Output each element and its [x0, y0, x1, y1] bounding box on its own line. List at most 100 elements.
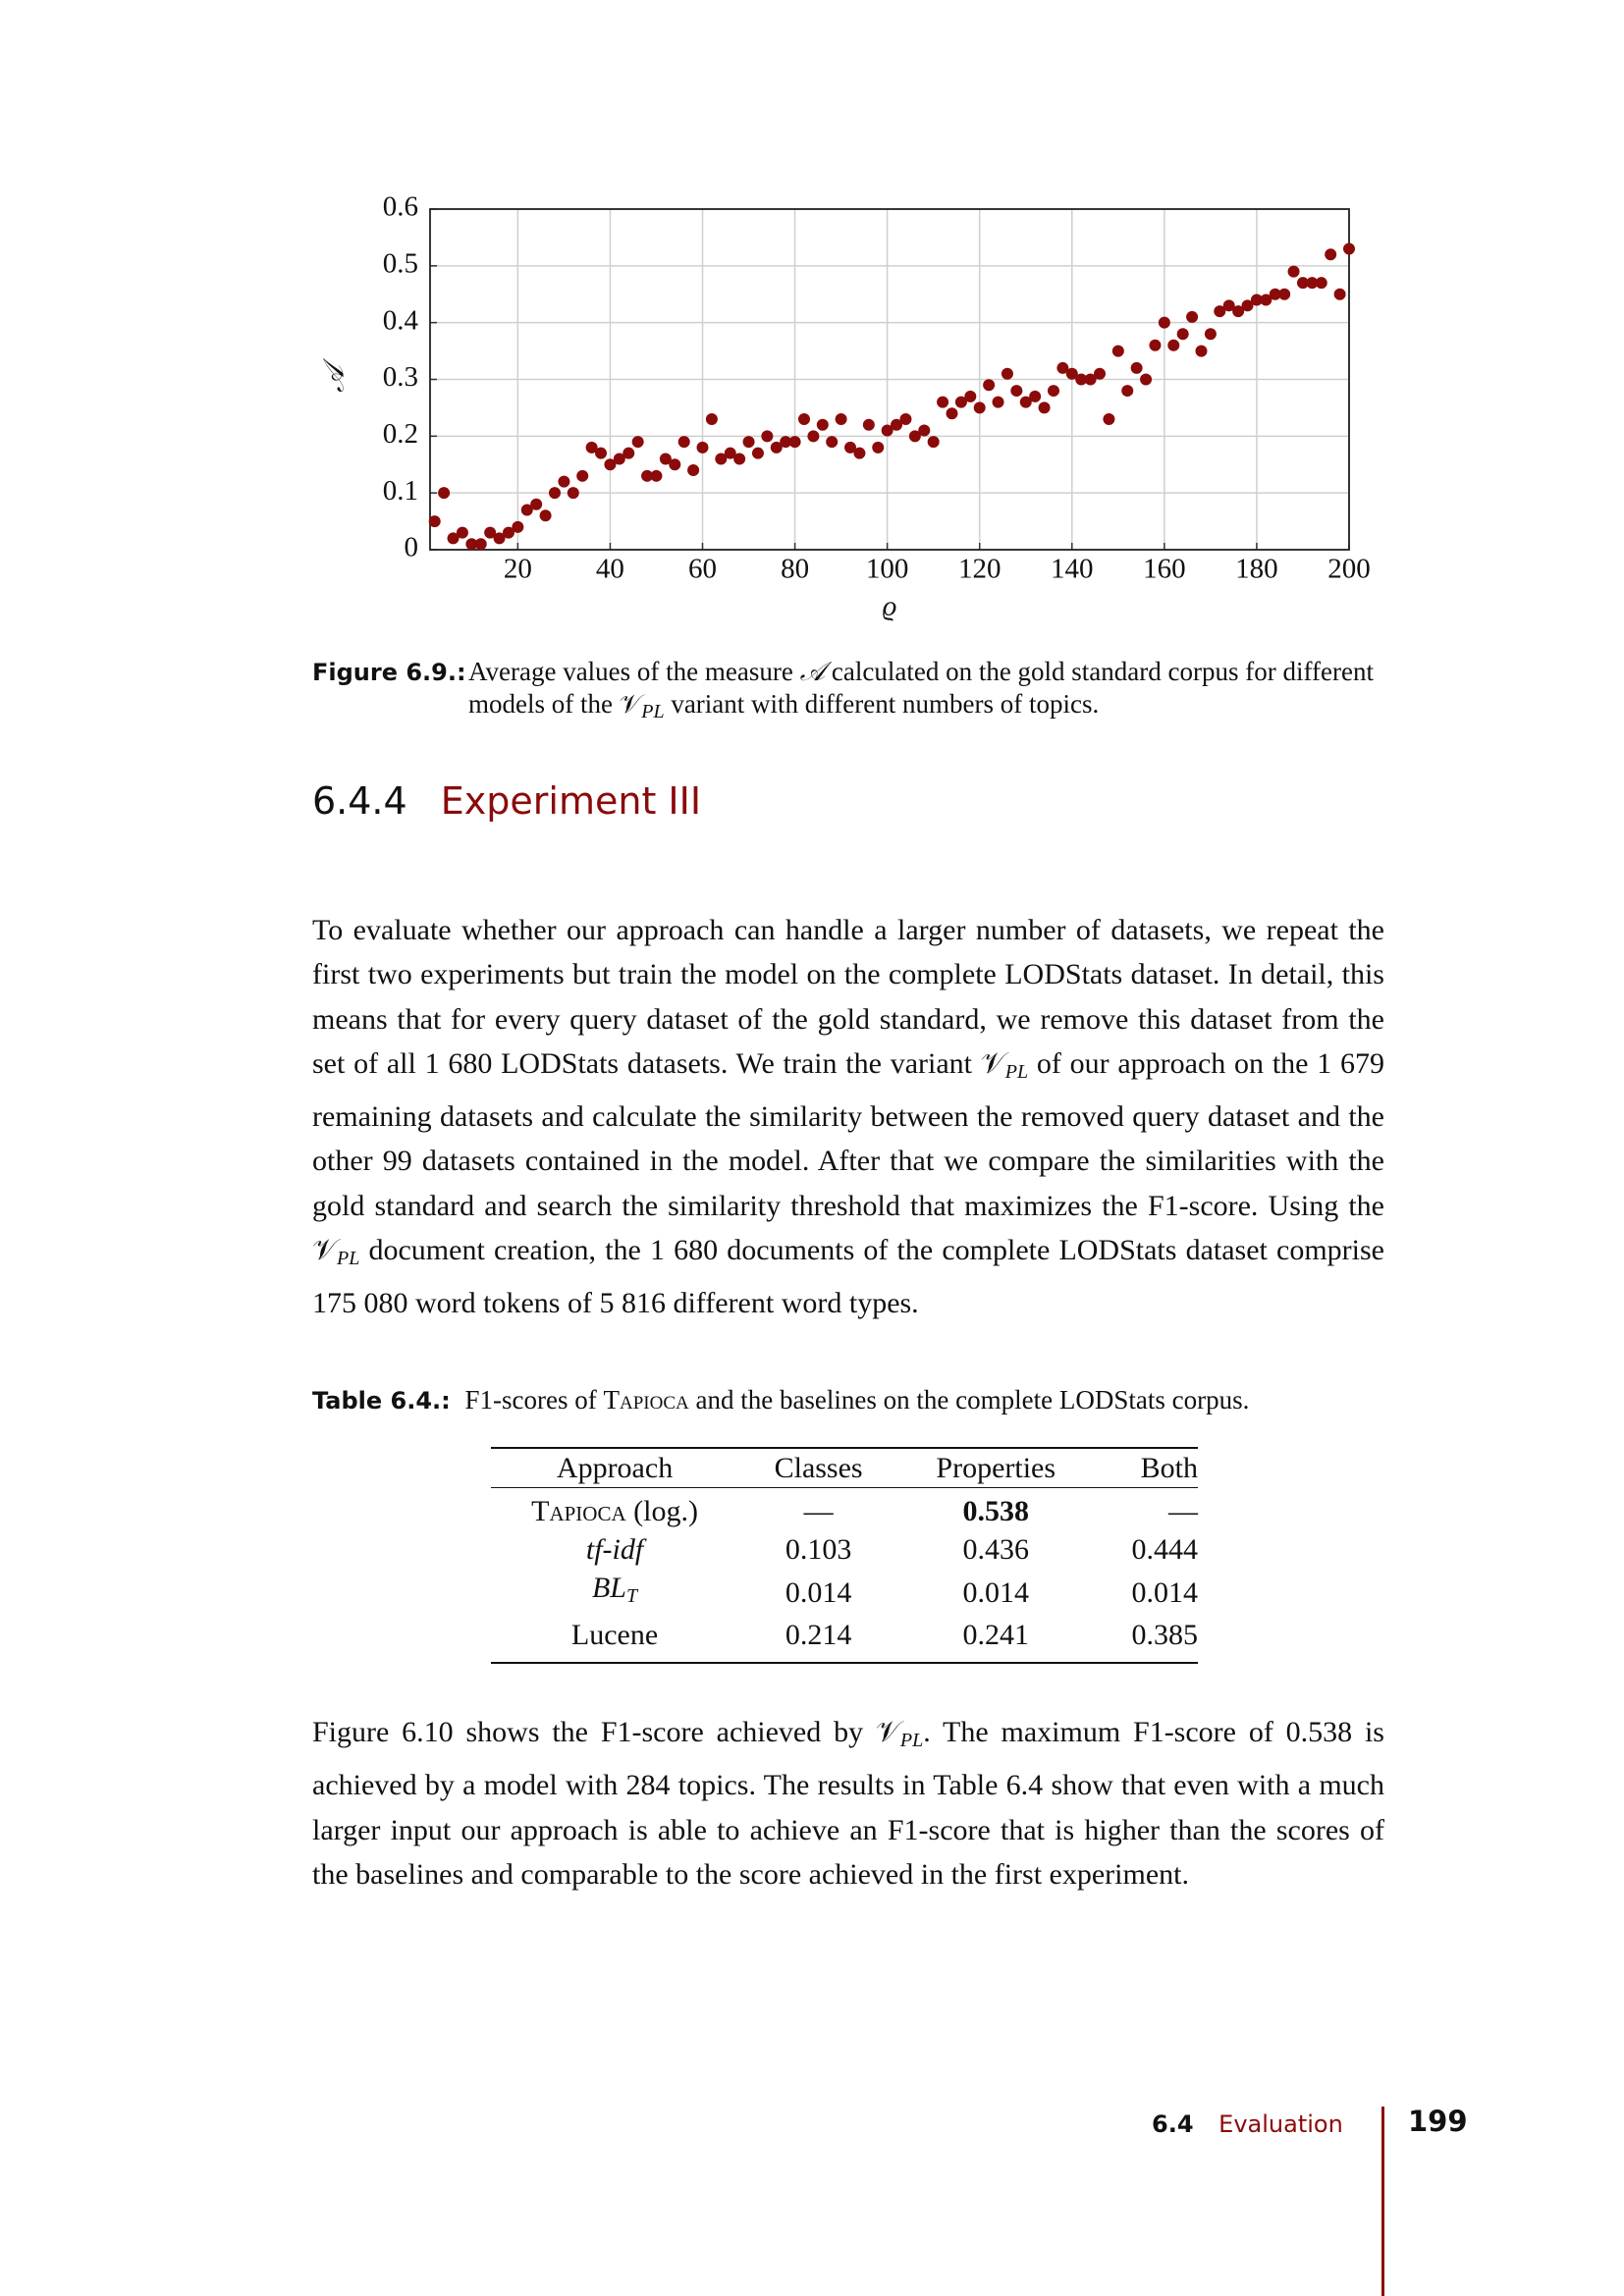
data-point	[604, 458, 617, 471]
math: 𝒜	[799, 657, 826, 686]
data-point	[908, 430, 921, 443]
x-tick-label: 20	[504, 554, 532, 585]
data-point	[1333, 288, 1346, 300]
data-point	[1149, 339, 1162, 351]
x-tick-label: 200	[1327, 554, 1371, 585]
data-point	[1158, 316, 1170, 329]
data-point	[1176, 328, 1189, 341]
data-point	[474, 538, 487, 551]
x-tick-label: 80	[781, 554, 809, 585]
y-tick-label: 0.6	[383, 191, 418, 223]
header-cell: Both	[1140, 1452, 1198, 1484]
data-point	[1038, 401, 1051, 414]
data-point	[530, 498, 543, 510]
x-tick-label: 140	[1051, 554, 1094, 585]
data-point	[1278, 288, 1291, 300]
data-point	[733, 453, 746, 465]
math-sub: PL	[641, 701, 665, 722]
y-axis-label: 𝒜	[319, 357, 351, 393]
data-point	[761, 430, 774, 443]
data-point	[844, 441, 857, 454]
data-point	[1195, 345, 1208, 357]
data-point	[899, 412, 912, 425]
x-tick-label: 60	[688, 554, 717, 585]
text: document creation, the 1 680 documents o…	[312, 1234, 1384, 1320]
data-point	[751, 447, 764, 459]
data-point	[973, 401, 986, 414]
data-point	[687, 464, 700, 477]
data-point	[1019, 396, 1032, 408]
cell: 0.538	[962, 1495, 1029, 1527]
x-tick-label: 160	[1143, 554, 1186, 585]
math-sub: PL	[1004, 1060, 1029, 1083]
cell-sub: T	[626, 1585, 638, 1607]
caption-text: variant with different numbers of topics…	[664, 689, 1100, 719]
section-title: Experiment III	[440, 779, 702, 823]
caption-text: F1-scores of	[464, 1385, 604, 1415]
data-point	[1214, 305, 1226, 318]
cell: 0.241	[962, 1619, 1029, 1651]
data-point	[567, 487, 579, 500]
data-point	[853, 447, 866, 459]
y-tick-label: 0.5	[383, 247, 418, 279]
data-point	[1047, 385, 1059, 398]
data-point	[1001, 367, 1013, 380]
paragraph: To evaluate whether our approach can han…	[312, 908, 1384, 1326]
data-point	[438, 487, 451, 500]
caption-text: calculated on the gold standard corpus f…	[468, 657, 1374, 719]
cell: 0.103	[785, 1533, 852, 1566]
data-point	[1204, 328, 1217, 341]
data-point	[595, 447, 608, 459]
cell: Lucene	[570, 1619, 659, 1651]
data-point	[548, 487, 561, 500]
x-tick-label: 40	[596, 554, 624, 585]
header-cell: Properties	[936, 1452, 1056, 1484]
cell: 0.436	[962, 1533, 1029, 1566]
cell: —	[803, 1495, 834, 1527]
data-point	[992, 396, 1004, 408]
data-point	[826, 436, 839, 449]
figure-caption: Figure 6.9.: Average values of the measu…	[312, 656, 1386, 722]
cell: 0.014	[1131, 1575, 1199, 1609]
footer-rule	[1381, 2107, 1384, 2296]
header-cell: Classes	[774, 1452, 863, 1484]
data-point	[770, 441, 783, 454]
data-point	[1094, 367, 1107, 380]
section-heading: 6.4.4 Experiment III	[312, 779, 701, 823]
cell: 0.214	[785, 1619, 852, 1651]
section-number: 6.4.4	[312, 779, 407, 823]
table-caption: Table 6.4.: F1-scores of Tapioca and the…	[312, 1384, 1386, 1417]
data-point	[788, 436, 801, 449]
cell-text: Tapioca	[531, 1495, 626, 1527]
data-point	[631, 436, 644, 449]
data-point	[641, 469, 654, 482]
data-point	[1186, 310, 1199, 323]
data-point	[1315, 277, 1327, 290]
math: 𝒱	[312, 1234, 337, 1267]
data-point	[613, 453, 625, 465]
row: Tapioca (log.) — 0.538 —	[491, 1488, 1198, 1531]
math: 𝒱	[619, 689, 642, 719]
data-point	[1325, 248, 1337, 261]
data-point	[1056, 361, 1069, 374]
data-point	[835, 412, 847, 425]
data-point	[650, 469, 663, 482]
cell: Tapioca (log.)	[491, 1488, 738, 1531]
data-point	[1306, 277, 1319, 290]
math: 𝒱	[875, 1716, 900, 1748]
data-point	[918, 424, 931, 437]
data-point	[797, 412, 810, 425]
data-point	[927, 436, 940, 449]
data-point	[946, 407, 958, 420]
y-tick-label: 0.1	[383, 475, 418, 507]
cell: tf-idf	[585, 1533, 644, 1566]
cell-text: BL	[591, 1572, 626, 1604]
data-point	[954, 396, 967, 408]
data-point	[1167, 339, 1180, 351]
data-point	[623, 447, 635, 459]
data-point	[1084, 373, 1097, 386]
data-point	[780, 436, 792, 449]
x-tick-label: 100	[866, 554, 909, 585]
data-point	[669, 458, 681, 471]
data-point	[705, 412, 718, 425]
